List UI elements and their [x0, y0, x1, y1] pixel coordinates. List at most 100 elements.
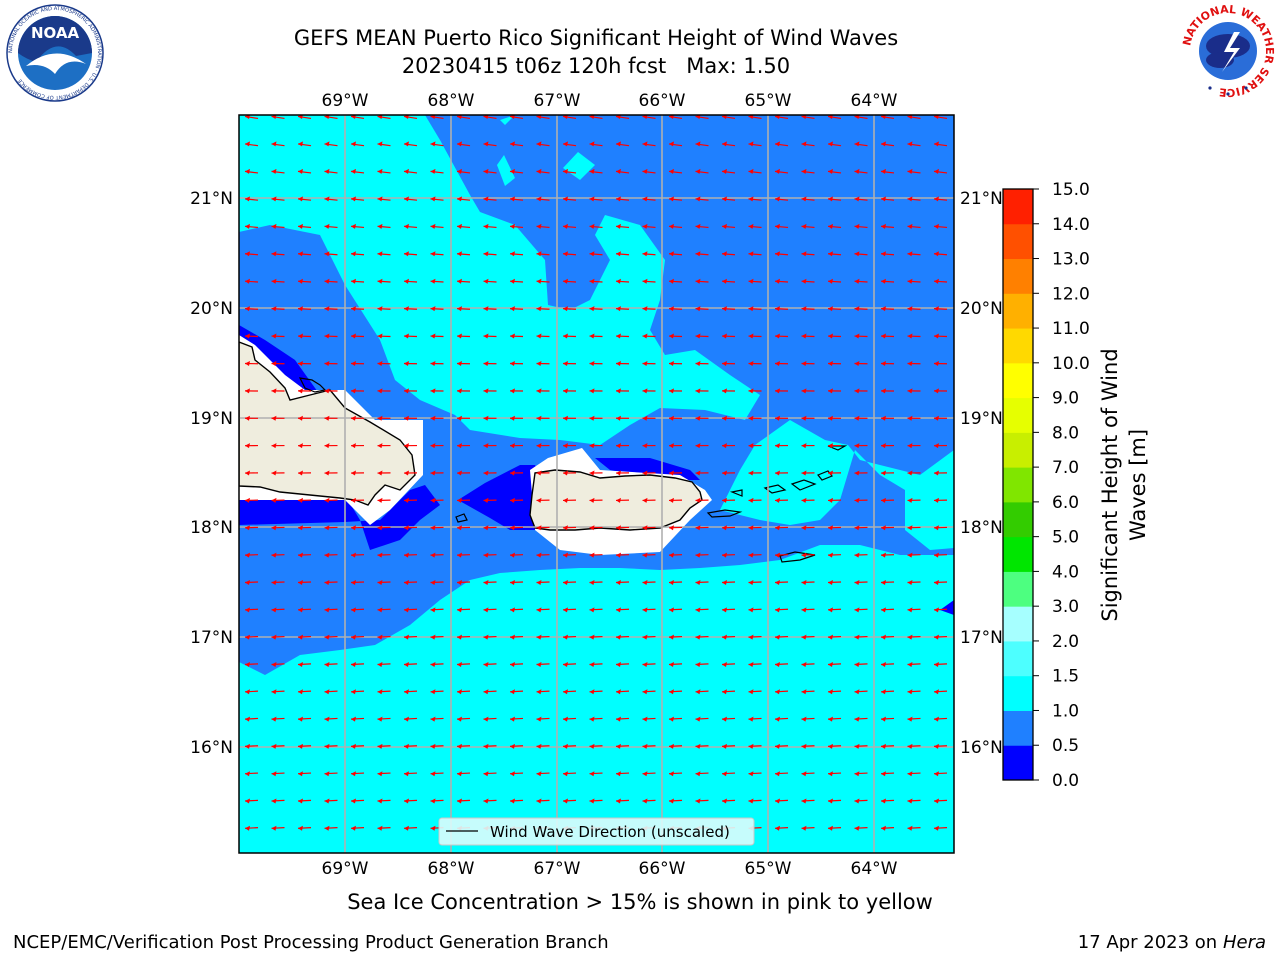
wave-direction-arrowhead [298, 443, 303, 449]
wave-direction-arrowhead [536, 771, 542, 777]
wave-direction-arrowhead [748, 115, 754, 119]
wave-direction-arrowhead [430, 333, 436, 339]
wave-direction-arrowhead [722, 333, 727, 339]
wave-direction-arrowhead [377, 360, 383, 366]
wave-direction-arrowhead [536, 525, 542, 531]
wave-direction-arrowhead [298, 634, 303, 640]
wave-direction-arrowhead [589, 415, 595, 421]
wave-direction-arrowhead [801, 743, 807, 749]
wave-direction-arrowhead [695, 497, 701, 503]
wave-direction-arrowhead [536, 661, 542, 667]
wave-direction-arrowhead [828, 223, 833, 229]
wave-direction-arrowhead [881, 443, 886, 449]
wave-direction-arrowhead [669, 607, 674, 613]
wave-direction-arrowhead [616, 223, 621, 229]
wave-direction-arrowhead [775, 716, 780, 722]
wave-direction-arrowhead [722, 223, 727, 229]
wave-direction-arrowhead [642, 552, 648, 558]
wave-direction-arrowhead [934, 415, 939, 421]
wave-direction-arrowhead [377, 388, 383, 394]
wave-direction-arrowhead [854, 443, 860, 449]
wave-direction-arrowhead [404, 196, 409, 202]
wave-direction-arrowhead [722, 470, 727, 476]
wave-direction-arrowhead [801, 388, 807, 394]
colorbar-segment [1003, 223, 1033, 260]
wave-direction-arrowhead [351, 388, 356, 394]
colorbar-segment [1003, 258, 1033, 294]
wave-direction-arrowhead [563, 634, 568, 640]
wave-direction-arrowhead [404, 168, 409, 174]
wave-direction-arrowhead [457, 196, 462, 202]
wave-direction-arrowhead [589, 141, 595, 147]
wave-direction-arrowhead [271, 743, 277, 749]
wave-direction-arrowhead [536, 743, 542, 749]
wave-direction-arrowhead [536, 470, 542, 476]
lat-labels-left: 21°N 20°N 19°N 18°N 17°N 16°N [190, 189, 233, 758]
wave-direction-arrowhead [642, 388, 648, 394]
map-legend: Wind Wave Direction (unscaled) [438, 817, 755, 846]
lon-label: 66°W [639, 859, 686, 879]
wave-direction-arrowhead [324, 607, 330, 613]
wave-direction-arrowhead [324, 360, 330, 366]
lon-label: 69°W [322, 91, 369, 111]
wave-direction-arrowhead [483, 141, 489, 147]
wave-direction-arrowhead [483, 607, 489, 613]
wave-direction-arrowhead [748, 689, 754, 695]
wave-direction-arrowhead [616, 470, 621, 476]
wave-direction-arrowhead [934, 525, 939, 531]
wave-direction-arrowhead [748, 141, 754, 147]
lat-label: 20°N [960, 299, 1003, 319]
wave-direction-arrowhead [669, 115, 674, 119]
wave-direction-arrowhead [669, 771, 674, 777]
wave-direction-arrowhead [669, 306, 674, 312]
wave-direction-arrowhead [563, 115, 568, 119]
wave-direction-arrowhead [907, 470, 913, 476]
wave-direction-arrowhead [404, 251, 409, 257]
wave-direction-arrowhead [483, 497, 489, 503]
wave-direction-arrowhead [722, 196, 727, 202]
wave-direction-arrowhead [722, 579, 727, 585]
wave-direction-arrowhead [616, 771, 621, 777]
wave-direction-arrowhead [828, 388, 833, 394]
wave-direction-arrowhead [377, 196, 383, 202]
colorbar-tick-label: 14.0 [1052, 215, 1090, 235]
wave-direction-arrowhead [722, 360, 727, 366]
wave-direction-arrowhead [854, 360, 860, 366]
wave-direction-arrowhead [801, 798, 807, 804]
wave-direction-arrowhead [828, 168, 833, 174]
wave-direction-arrowhead [430, 634, 436, 640]
wave-direction-arrowhead [271, 251, 277, 257]
wave-direction-arrowhead [934, 497, 939, 503]
map-frame [238, 114, 955, 854]
wave-direction-arrowhead [536, 360, 542, 366]
land-virgin-islands-st-john [790, 479, 817, 491]
wave-direction-arrowhead [430, 689, 436, 695]
wave-direction-arrowhead [298, 825, 303, 831]
wave-direction-arrowhead [271, 634, 277, 640]
wave-direction-arrowhead [748, 661, 754, 667]
wave-direction-arrowhead [404, 360, 409, 366]
wave-direction-arrowhead [589, 196, 595, 202]
wave-direction-arrowhead [881, 360, 886, 366]
wave-direction-arrowhead [351, 141, 356, 147]
wave-direction-arrowhead [457, 306, 462, 312]
colorbar-segment [1003, 640, 1033, 677]
lat-label: 19°N [960, 409, 1003, 429]
wave-direction-arrowhead [298, 798, 303, 804]
wave-direction-arrowhead [563, 798, 568, 804]
wave-direction-arrowhead [457, 443, 462, 449]
wave-direction-arrowhead [775, 223, 780, 229]
wave-direction-arrowhead [775, 661, 780, 667]
wave-direction-arrowhead [377, 251, 383, 257]
wave-direction-arrowhead [934, 251, 939, 257]
wave-direction-arrowhead [351, 415, 356, 421]
colorbar-label: Significant Height of Wind Waves [m] [1098, 348, 1150, 621]
wave-direction-arrowhead [642, 196, 648, 202]
wave-direction-arrowhead [695, 716, 701, 722]
wave-direction-arrowhead [510, 771, 515, 777]
wave-direction-arrowhead [722, 278, 727, 284]
wave-direction-arrowhead [934, 579, 939, 585]
colorbar-segment [1003, 397, 1033, 433]
wave-direction-arrowhead [351, 497, 356, 503]
wave-direction-arrowhead [536, 415, 542, 421]
